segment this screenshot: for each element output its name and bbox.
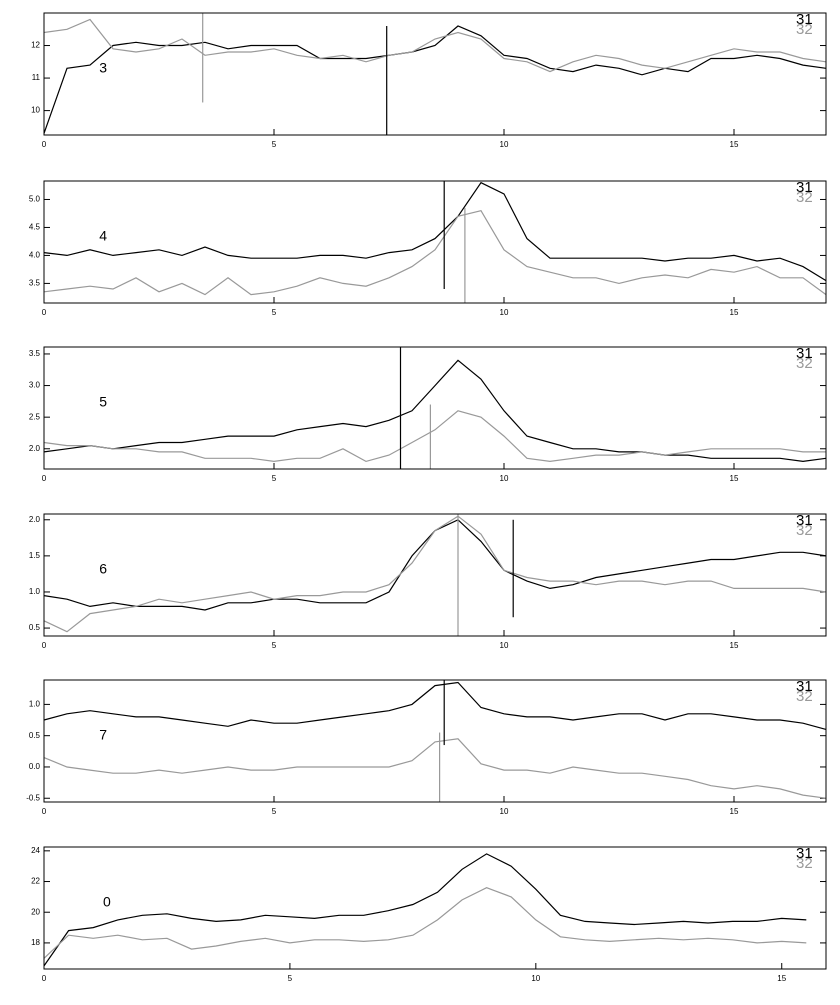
y-tick-label: 2.0 <box>29 515 41 524</box>
series-line <box>43 738 827 799</box>
y-tick-label: 0.5 <box>29 731 41 740</box>
y-tick-label: 4.5 <box>29 223 41 232</box>
legend-entry: 32 <box>796 522 813 539</box>
x-tick-label: 15 <box>730 140 739 149</box>
y-tick-label: -0.5 <box>26 793 40 802</box>
x-tick-label: 5 <box>272 641 277 650</box>
legend-entry: 32 <box>796 855 813 872</box>
legend-entry: 31 <box>796 512 813 529</box>
x-tick-label: 5 <box>272 474 277 483</box>
plot-frame <box>43 513 827 637</box>
x-tick-label: 10 <box>500 807 509 816</box>
x-tick-label: 15 <box>730 474 739 483</box>
legend-entry: 32 <box>796 688 813 705</box>
y-tick-label: 3.0 <box>29 381 41 390</box>
legend-entry: 32 <box>796 355 813 372</box>
x-tick-label: 10 <box>500 641 509 650</box>
x-tick-label: 0 <box>42 641 47 650</box>
series-line <box>43 25 827 134</box>
series-line <box>43 410 826 463</box>
x-tick-label: 5 <box>272 308 277 317</box>
x-tick-label: 10 <box>500 140 509 149</box>
plot-frame <box>43 679 827 803</box>
legend-entry: 32 <box>796 189 813 206</box>
panel-label: 4 <box>99 228 107 244</box>
y-tick-label: 3.5 <box>29 279 41 288</box>
series-line <box>43 853 807 967</box>
plot-frame <box>43 180 827 304</box>
y-tick-label: 0.5 <box>29 623 41 632</box>
x-tick-label: 0 <box>42 474 47 483</box>
x-tick-label: 15 <box>777 974 786 983</box>
legend-entry: 31 <box>796 678 813 695</box>
series-line <box>43 181 827 282</box>
y-tick-label: 20 <box>31 907 40 916</box>
y-tick-label: 12 <box>31 41 40 50</box>
y-tick-label: 2.0 <box>29 444 41 453</box>
y-tick-label: 24 <box>31 846 40 855</box>
x-tick-label: 0 <box>42 974 47 983</box>
panel-label: 0 <box>103 894 111 910</box>
x-tick-label: 15 <box>730 641 739 650</box>
y-tick-label: 2.5 <box>29 412 41 421</box>
legend-entry: 31 <box>796 845 813 862</box>
legend-entry: 32 <box>796 21 813 38</box>
y-tick-label: 5.0 <box>29 195 41 204</box>
y-tick-label: 1.0 <box>29 587 41 596</box>
x-tick-label: 15 <box>730 308 739 317</box>
x-tick-label: 5 <box>272 807 277 816</box>
panel-label: 3 <box>99 60 107 76</box>
panel-label: 7 <box>99 727 107 743</box>
y-tick-label: 10 <box>31 106 40 115</box>
y-tick-label: 22 <box>31 877 40 886</box>
y-tick-label: 3.5 <box>29 349 41 358</box>
x-tick-label: 0 <box>42 807 47 816</box>
x-tick-label: 0 <box>42 140 47 149</box>
legend-entry: 31 <box>796 345 813 362</box>
plot-frame <box>43 12 827 136</box>
x-tick-label: 5 <box>288 974 293 983</box>
series-line <box>43 887 807 959</box>
x-tick-label: 5 <box>272 140 277 149</box>
y-tick-label: 0.0 <box>29 762 41 771</box>
y-tick-label: 18 <box>31 938 40 947</box>
y-tick-label: 4.0 <box>29 251 41 260</box>
y-tick-label: 1.5 <box>29 551 41 560</box>
y-tick-label: 11 <box>32 73 41 82</box>
series-line <box>43 359 827 463</box>
x-tick-label: 0 <box>42 308 47 317</box>
series-line <box>43 210 827 296</box>
series-line <box>43 515 827 633</box>
series-line <box>43 18 827 73</box>
y-tick-label: 1.0 <box>29 700 41 709</box>
x-tick-label: 10 <box>531 974 540 983</box>
x-tick-label: 10 <box>500 474 509 483</box>
series-line <box>43 681 827 730</box>
x-tick-label: 15 <box>730 807 739 816</box>
panel-label: 5 <box>99 394 107 410</box>
plot-frame <box>43 346 827 470</box>
legend-entry: 31 <box>796 179 813 196</box>
x-tick-label: 10 <box>500 308 509 317</box>
plot-frame <box>43 846 827 970</box>
series-line <box>43 519 827 611</box>
legend-entry: 31 <box>796 11 813 28</box>
panel-label: 6 <box>99 561 107 577</box>
